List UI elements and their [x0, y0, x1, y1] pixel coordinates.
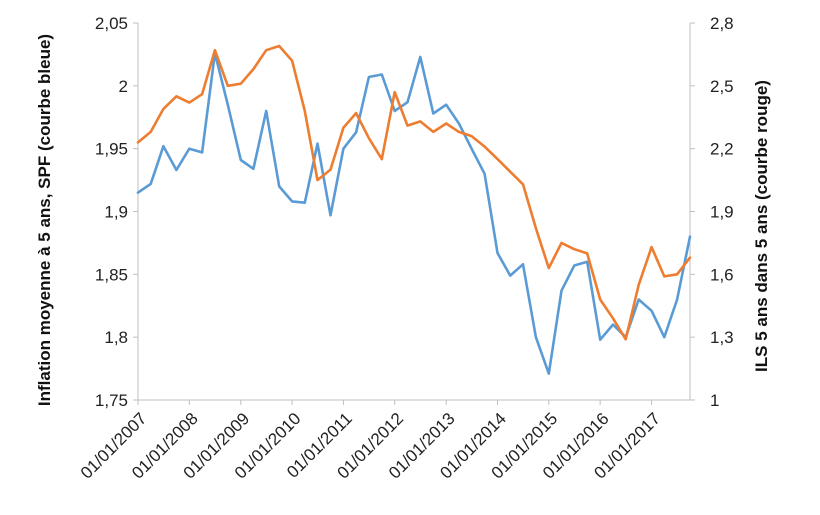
y-tick-label-right: 2,5 [710, 77, 734, 96]
y-tick-label-left: 1,8 [104, 328, 128, 347]
series-line-spf [136, 51, 692, 375]
series-layer [136, 44, 692, 375]
y-tick-label-left: 1,85 [95, 265, 128, 284]
axes: 1,75 1,8 1,85 1,9 1,95 2 2,05 1 1,3 1,6 1,9 2,2 2,5 2… [77, 14, 734, 483]
y-tick-label-left: 1,95 [95, 140, 128, 159]
y-tick-label-left: 2 [119, 77, 128, 96]
y-tick-label-right: 2,8 [710, 14, 734, 33]
series-line-ils [136, 44, 692, 341]
y-tick-label-right: 1 [710, 391, 719, 410]
y-tick-label-right: 2,2 [710, 140, 734, 159]
y-tick-label-right: 1,9 [710, 203, 734, 222]
y-tick-label-left: 1,9 [104, 203, 128, 222]
y-tick-label-left: 1,75 [95, 391, 128, 410]
y-tick-label-right: 1,6 [710, 265, 734, 284]
y-axis-title-left: Inflation moyenne à 5 ans, SPF (courbe b… [35, 34, 54, 406]
y-axis-title-right: ILS 5 ans dans 5 ans (courbe rouge) [752, 80, 771, 372]
y-tick-label-right: 1,3 [710, 328, 734, 347]
y-tick-label-left: 2,05 [95, 14, 128, 33]
